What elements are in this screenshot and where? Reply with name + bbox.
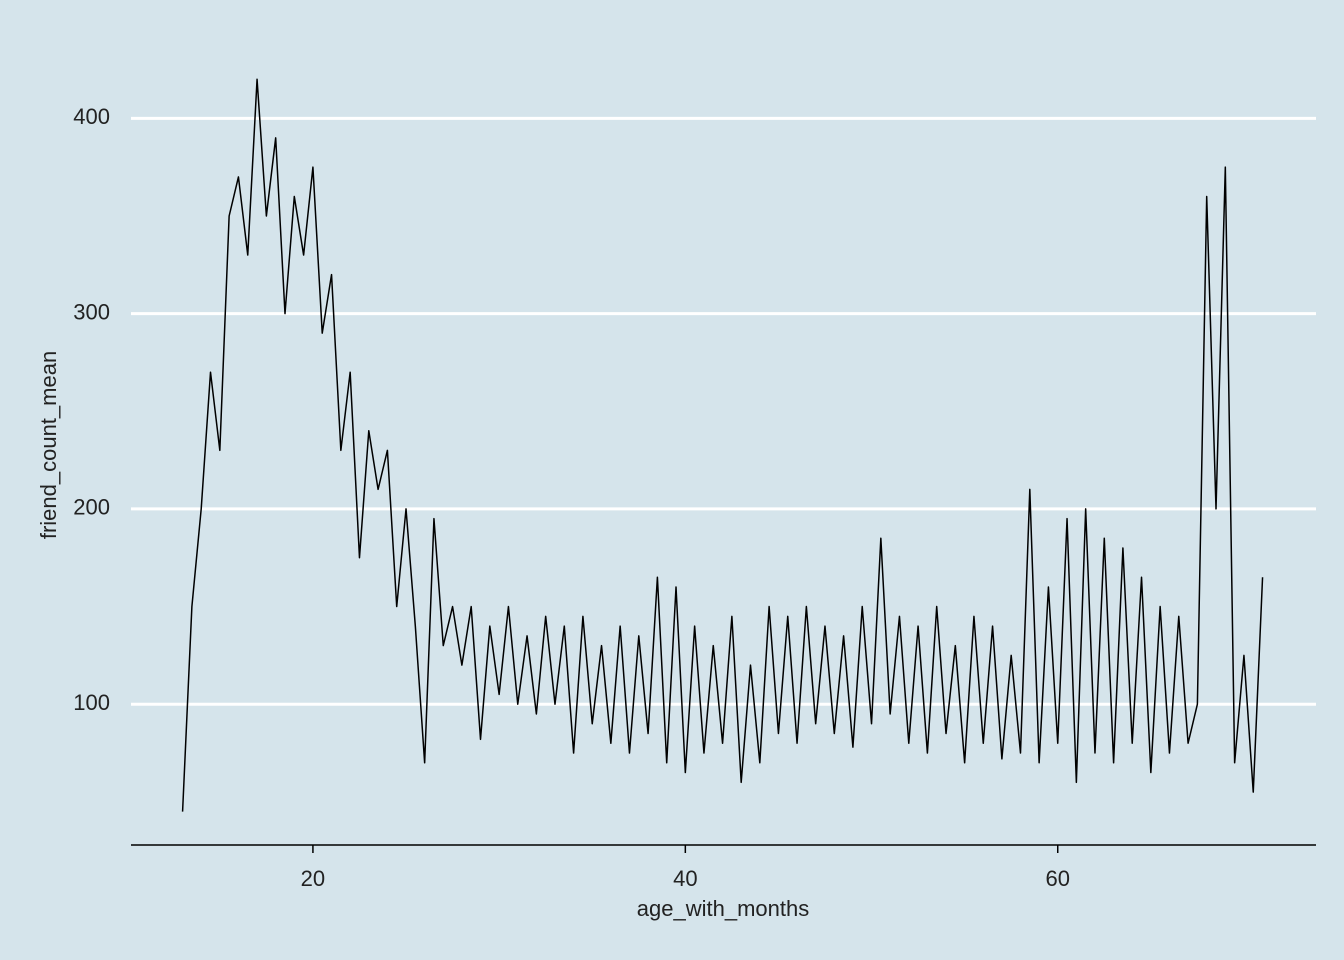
x-axis-label: age_with_months [637,896,809,921]
x-tick-label: 60 [1045,866,1069,891]
y-tick-label: 100 [73,690,110,715]
line [181,78,1264,812]
y-axis-label: friend_count_mean [36,351,61,539]
x-tick-label: 20 [301,866,325,891]
y-tick-label: 300 [73,299,110,324]
x-tick-label: 40 [673,866,697,891]
y-tick-label: 200 [73,495,110,520]
y-tick-label: 400 [73,104,110,129]
